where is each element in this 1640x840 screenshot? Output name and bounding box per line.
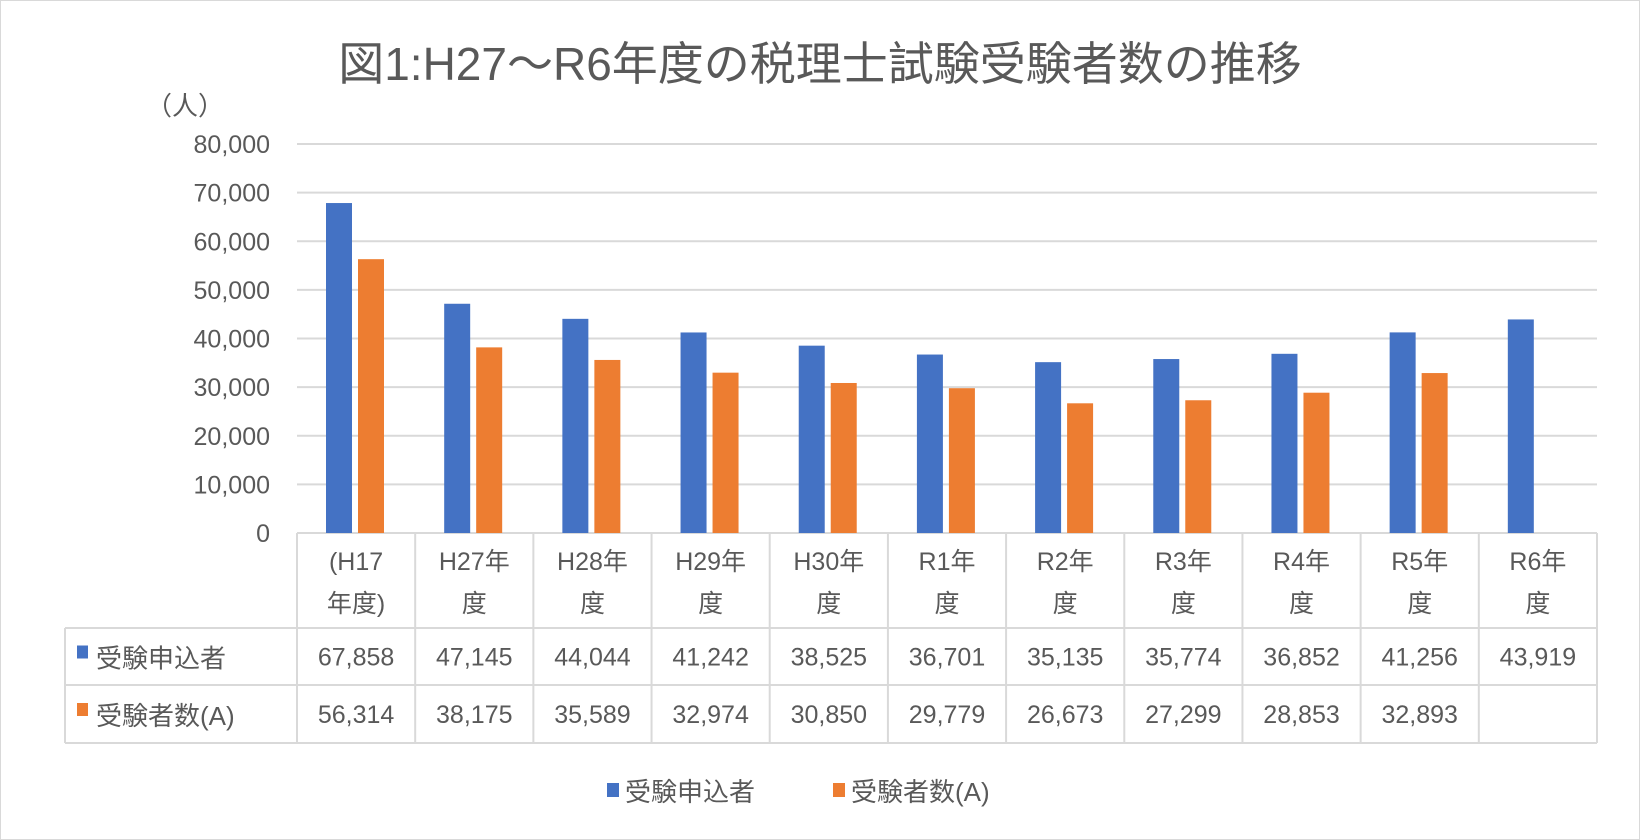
bar-examinees <box>594 359 621 533</box>
table-value: 44,044 <box>554 644 631 672</box>
table-value: 35,135 <box>1027 644 1103 672</box>
bar-examinees <box>358 259 384 533</box>
x-category-label: R2年 <box>1037 548 1094 576</box>
table-value: 28,853 <box>1263 701 1339 729</box>
table-value: 35,774 <box>1145 644 1222 672</box>
table-value: 26,673 <box>1027 701 1103 729</box>
x-category-label: 度 <box>816 590 841 618</box>
table-series-name: 受験申込者 <box>96 644 226 674</box>
x-category-label: 度 <box>934 590 959 618</box>
bar-applicants <box>444 303 471 533</box>
bar-examinees <box>948 388 975 533</box>
y-tick-label: 40,000 <box>194 326 270 354</box>
x-category-label: 度 <box>1407 590 1432 618</box>
bar-applicants <box>1271 353 1298 533</box>
legend-label: 受験者数(A) <box>851 777 990 807</box>
y-tick-label: 50,000 <box>194 277 270 305</box>
legend-key-table <box>77 703 88 716</box>
bar-examinees <box>1303 392 1330 533</box>
x-category-label: R5年 <box>1391 548 1448 576</box>
x-category-label: 度 <box>1053 590 1078 618</box>
bar-examinees <box>830 382 857 533</box>
table-value: 36,852 <box>1263 644 1339 672</box>
table-value: 29,779 <box>909 701 985 729</box>
legend-key-table <box>77 645 88 659</box>
x-category-label: 度 <box>698 590 723 618</box>
bar-applicants <box>1035 362 1062 533</box>
table-value: 67,858 <box>318 644 394 672</box>
x-category-label: H27年 <box>439 548 510 576</box>
bar-applicants <box>1153 359 1180 533</box>
x-category-label: R3年 <box>1155 548 1212 576</box>
y-tick-label: 0 <box>256 520 270 548</box>
table-value: 35,589 <box>554 701 630 729</box>
bar-applicants <box>1389 332 1416 533</box>
x-category-label: H29年 <box>675 548 746 576</box>
bar-applicants <box>562 318 589 533</box>
x-category-label: 度 <box>462 590 487 618</box>
table-value: 32,974 <box>672 701 749 729</box>
y-tick-label: 70,000 <box>194 180 270 208</box>
y-tick-label: 10,000 <box>194 471 270 499</box>
x-category-label: 年度) <box>327 590 385 618</box>
table-value: 27,299 <box>1145 701 1221 729</box>
y-tick-label: 60,000 <box>194 228 270 256</box>
legend-label: 受験申込者 <box>625 777 755 807</box>
table-value: 38,525 <box>791 644 867 672</box>
table-series-name: 受験者数(A) <box>96 701 235 731</box>
bar-applicants <box>798 345 825 533</box>
table-value: 56,314 <box>318 701 395 729</box>
x-category-label: R4年 <box>1273 548 1330 576</box>
bar-applicants <box>680 332 707 533</box>
bar-examinees <box>1185 400 1212 533</box>
table-value: 36,701 <box>909 644 985 672</box>
table-value: 41,256 <box>1381 644 1457 672</box>
bar-applicants <box>326 203 352 534</box>
x-category-label: 度 <box>1525 590 1550 618</box>
y-tick-label: 80,000 <box>194 131 270 159</box>
x-category-label: H30年 <box>793 548 864 576</box>
x-category-label: 度 <box>580 590 605 618</box>
x-category-label: 度 <box>1171 590 1196 618</box>
bar-applicants <box>916 354 943 533</box>
x-category-label: 度 <box>1289 590 1314 618</box>
bar-examinees <box>712 372 739 533</box>
table-value: 38,175 <box>436 701 512 729</box>
y-tick-label: 30,000 <box>194 374 270 402</box>
table-value: 32,893 <box>1381 701 1457 729</box>
bar-examinees <box>1421 373 1448 533</box>
bar-examinees <box>476 347 503 533</box>
bar-examinees <box>1067 403 1094 533</box>
x-category-label: R1年 <box>919 548 976 576</box>
x-category-label: R6年 <box>1509 548 1566 576</box>
y-tick-label: 20,000 <box>194 423 270 451</box>
legend-key <box>607 783 619 797</box>
table-value: 43,919 <box>1500 644 1576 672</box>
bar-applicants <box>1507 319 1534 533</box>
y-axis-unit-label: （人） <box>146 91 224 121</box>
x-category-label: H28年 <box>557 548 628 576</box>
chart-title: 図1:H27～R6年度の税理士試験受験者数の推移 <box>338 38 1302 90</box>
table-value: 30,850 <box>791 701 867 729</box>
legend-key <box>833 783 845 797</box>
x-category-label: (H17 <box>329 548 383 576</box>
table-value: 41,242 <box>672 644 748 672</box>
table-value: 47,145 <box>436 644 512 672</box>
